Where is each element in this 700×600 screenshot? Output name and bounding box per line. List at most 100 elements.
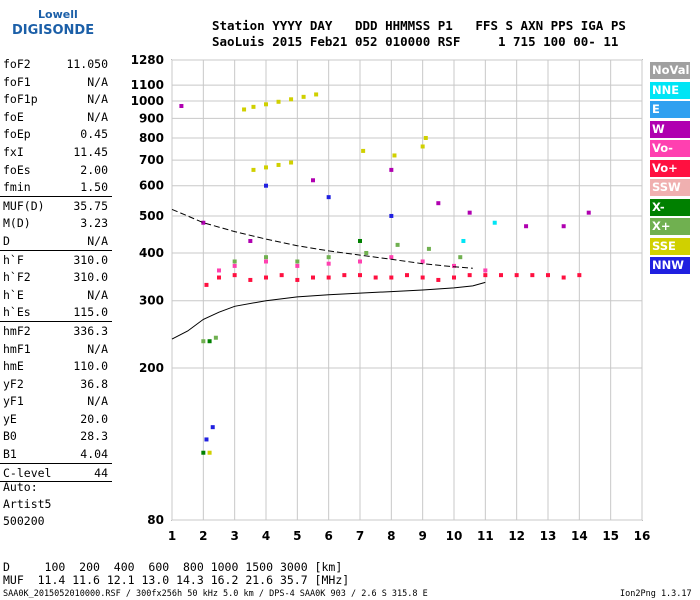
plot-frame: [171, 59, 643, 521]
x-tick-label: 6: [324, 529, 332, 543]
x-tick-label: 10: [446, 529, 463, 543]
echo-point: [426, 246, 431, 251]
echo-point: [279, 273, 284, 278]
param-key: yE: [3, 411, 17, 426]
echo-point: [420, 259, 425, 264]
echo-point: [458, 255, 463, 260]
param-key: foF1: [3, 74, 31, 89]
param-row: fmin 1.50: [0, 178, 112, 196]
param-key: h`F: [3, 252, 24, 267]
x-tick-label: 3: [230, 529, 238, 543]
y-tick-label: 800: [139, 131, 164, 145]
echo-point: [358, 273, 362, 278]
y-tick-label: 900: [139, 111, 164, 125]
param-key: hmF2: [3, 323, 31, 338]
echo-point: [232, 259, 237, 264]
legend-entry: SSE: [650, 237, 690, 255]
echo-point: [289, 97, 294, 102]
param-value: N/A: [87, 394, 108, 409]
param-key: B1: [3, 447, 17, 462]
echo-point: [436, 277, 441, 282]
param-key: h`E: [3, 287, 24, 302]
echo-point: [217, 268, 221, 273]
echo-point: [405, 273, 409, 278]
param-value: 310.0: [73, 252, 108, 267]
parameter-panel: foF2 11.050 foF1 N/A foF1p N/A foE N/A foEp 0.45 f…: [0, 55, 112, 483]
echo-point: [373, 275, 378, 280]
echo-point: [264, 165, 268, 170]
param-key: M(D): [3, 216, 31, 231]
echo-point: [242, 107, 247, 112]
echo-point: [326, 275, 331, 280]
param-row: B0 28.3: [0, 427, 112, 445]
legend-entry: W: [650, 120, 690, 138]
y-tick-label: 700: [139, 153, 164, 167]
x-tick-label: 4: [262, 529, 270, 543]
x-tick-label: 9: [418, 529, 426, 543]
echo-point: [514, 273, 519, 278]
echo-point: [311, 178, 315, 183]
param-key: yF1: [3, 394, 24, 409]
header-row-labels: Station YYYY DAY DDD HHMMSS P1 FFS S AXN…: [212, 18, 626, 33]
param-key: h`F2: [3, 270, 31, 285]
echo-point: [326, 261, 331, 266]
auto-artist: Artist5: [3, 497, 52, 511]
echo-point: [264, 102, 268, 107]
echo-point: [467, 210, 472, 215]
echo-point: [264, 275, 268, 280]
echo-point: [326, 195, 331, 200]
echo-point: [423, 135, 428, 140]
param-value: 1.50: [80, 180, 108, 195]
param-row: hmF2 336.3: [0, 320, 112, 340]
param-value: 115.0: [73, 305, 108, 320]
param-value: 2.00: [80, 162, 108, 177]
echo-point: [467, 273, 472, 278]
param-key: fmin: [3, 180, 31, 195]
x-tick-label: 11: [477, 529, 494, 543]
param-row: M(D) 3.23: [0, 214, 112, 232]
echo-point: [395, 242, 400, 247]
param-row: h`F 310.0: [0, 249, 112, 269]
param-key: yF2: [3, 376, 24, 391]
echo-point: [251, 104, 256, 109]
echo-point: [452, 275, 456, 280]
logo-lowell-text: Lowell: [38, 8, 78, 21]
echo-point: [276, 99, 281, 104]
param-row: yF1 N/A: [0, 392, 112, 410]
param-value: N/A: [87, 74, 108, 89]
legend-entry: NNE: [650, 81, 690, 99]
echo-point: [251, 167, 256, 172]
param-row: hmE 110.0: [0, 357, 112, 375]
echo-point: [524, 224, 529, 229]
param-row: C-level 44: [0, 462, 112, 482]
echo-point: [204, 282, 209, 287]
echo-point: [207, 339, 212, 344]
echo-point: [342, 273, 347, 278]
y-tick-label: 1100: [131, 78, 164, 92]
axis-ticks: 1 2 3 4 5 6 7 8 9 10 11 12 13 14 15 1680200300400500600…: [131, 53, 651, 543]
param-row: fxI 11.45: [0, 143, 112, 161]
echo-point: [358, 238, 362, 243]
param-value: N/A: [87, 287, 108, 302]
y-tick-label: 200: [139, 361, 164, 375]
echo-point: [586, 210, 591, 215]
echo-point: [204, 437, 209, 442]
param-key: D: [3, 233, 10, 248]
x-tick-label: 16: [634, 529, 651, 543]
echo-point: [364, 250, 369, 255]
logo-digisonde-text: DIGISONDE: [12, 23, 95, 38]
echo-point: [207, 450, 212, 455]
y-tick-label: 300: [139, 294, 164, 308]
param-key: hmF1: [3, 341, 31, 356]
distance-row: D 100 200 400 600 800 1000 1500 3000 [km…: [3, 560, 343, 574]
echo-point: [483, 268, 488, 273]
param-divider: [0, 481, 112, 483]
legend-entry: Vo-: [650, 140, 690, 157]
echo-point: [546, 273, 550, 278]
y-tick-label: 600: [139, 179, 164, 193]
echo-point: [295, 263, 300, 268]
echo-point: [420, 275, 425, 280]
param-value: N/A: [87, 341, 108, 356]
echo-point: [217, 275, 221, 280]
x-tick-label: 13: [540, 529, 557, 543]
